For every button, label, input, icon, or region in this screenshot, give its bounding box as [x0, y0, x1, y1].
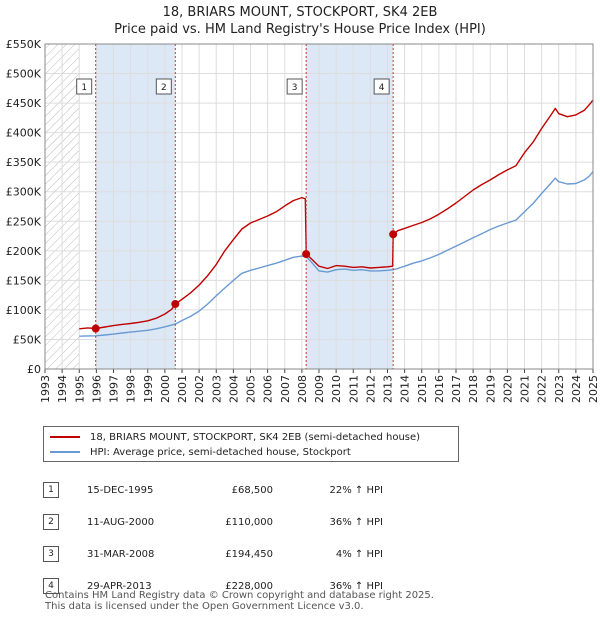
x-tick-label: 2022 — [536, 375, 549, 403]
sale-markers: 1 2 3 4 — [76, 44, 398, 369]
sale-date: 11-AUG-2000 — [87, 516, 155, 528]
price-chart: 1 2 3 4 £0 £50K £100K £150K £200K £250K £300K £350… — [6, 38, 600, 403]
y-tick-label: £200K — [6, 245, 42, 258]
series-line-hpi — [79, 171, 594, 337]
sale-label-box — [76, 78, 93, 95]
footer-line-1: Contains HM Land Registry data © Crown c… — [45, 590, 434, 601]
y-tick-label: £350K — [6, 156, 42, 169]
sale-hpi-diff: 36% ↑ HPI — [329, 580, 383, 592]
x-tick-label: 2015 — [416, 375, 429, 403]
table-row: 1 15-DEC-1995 £68,500 22% ↑ HPI — [43, 474, 383, 506]
sale-date: 31-MAR-2008 — [87, 548, 155, 560]
x-tick-label: 2001 — [176, 375, 189, 403]
sale-number-badge: 4 — [43, 578, 59, 594]
sale-hpi-diff: 4% ↑ HPI — [335, 548, 383, 560]
sale-number-badge: 2 — [43, 514, 59, 530]
x-tick-label: 2009 — [313, 375, 326, 403]
x-tick-label: 1996 — [90, 375, 103, 403]
sale-date: 29-APR-2013 — [87, 580, 152, 592]
x-tick-label: 2025 — [587, 375, 600, 403]
shaded-band — [306, 44, 394, 369]
sales-table: 1 15-DEC-1995 £68,500 22% ↑ HPI 2 11-AUG… — [43, 474, 383, 602]
sale-label-number: 4 — [379, 83, 385, 93]
x-tick-label: 2010 — [330, 375, 343, 403]
x-tick-label: 2004 — [227, 375, 240, 403]
sale-point — [302, 250, 311, 259]
sale-date: 15-DEC-1995 — [87, 484, 154, 496]
series-line-property — [79, 99, 594, 330]
x-tick-label: 2020 — [501, 375, 514, 403]
y-tick-label: £0 — [27, 363, 41, 376]
axes: £0 £50K £100K £150K £200K £250K £300K £350K £400… — [6, 38, 600, 403]
chart-title-text: 18, BRIARS MOUNT, STOCKPORT, SK4 2EB — [162, 5, 438, 20]
x-tick-label: 2016 — [433, 375, 446, 403]
x-tick-label: 2002 — [193, 375, 206, 403]
series-lines — [79, 99, 594, 337]
sale-price: £110,000 — [225, 516, 273, 528]
sale-label-box — [155, 78, 172, 95]
chart-subtitle: Price paid vs. HM Land Registry's House … — [114, 22, 486, 37]
sale-price: £194,450 — [225, 548, 273, 560]
x-tick-label: 2012 — [364, 375, 377, 403]
sale-hpi-diff: 36% ↑ HPI — [329, 516, 383, 528]
footer: Contains HM Land Registry data © Crown c… — [45, 590, 434, 612]
y-tick-label: £550K — [6, 38, 42, 51]
x-tick-label: 1999 — [142, 375, 155, 403]
x-tick-label: 2007 — [279, 375, 292, 403]
y-tick-label: £500K — [6, 68, 42, 81]
y-tick-label: £150K — [6, 274, 42, 287]
x-tick-label: 2019 — [484, 375, 497, 403]
x-tick-label: 2013 — [382, 375, 395, 403]
sale-price: £68,500 — [231, 484, 273, 496]
x-tick-label: 2003 — [210, 375, 223, 403]
table-row: 2 11-AUG-2000 £110,000 36% ↑ HPI — [43, 506, 383, 538]
x-tick-label: 2023 — [553, 375, 566, 403]
sale-label-number: 2 — [161, 83, 167, 93]
y-tick-label: £400K — [6, 127, 42, 140]
x-tick-label: 2017 — [450, 375, 463, 403]
x-tick-label: 2014 — [399, 375, 412, 403]
y-tick-label: £300K — [6, 186, 42, 199]
y-tick-label: £450K — [6, 97, 42, 110]
sale-price: £228,000 — [225, 580, 273, 592]
table-row: 3 31-MAR-2008 £194,450 4% ↑ HPI — [43, 538, 383, 570]
x-tick-label: 1993 — [39, 375, 52, 403]
sale-number-badge: 3 — [43, 546, 59, 562]
y-tick-label: £50K — [13, 333, 42, 346]
x-tick-label: 2021 — [519, 375, 532, 403]
sale-label-number: 3 — [292, 83, 298, 93]
legend-swatch-blue — [50, 451, 80, 453]
x-tick-label: 2018 — [467, 375, 480, 403]
legend-label-hpi: HPI: Average price, semi-detached house,… — [90, 446, 351, 458]
x-tick-label: 1998 — [125, 375, 138, 403]
sale-hpi-diff: 22% ↑ HPI — [329, 484, 383, 496]
x-tick-label: 2006 — [262, 375, 275, 403]
legend-item-property: 18, BRIARS MOUNT, STOCKPORT, SK4 2EB (se… — [50, 430, 420, 444]
sale-label-box — [286, 78, 303, 95]
sale-number-badge: 1 — [43, 482, 59, 498]
legend-label-property: 18, BRIARS MOUNT, STOCKPORT, SK4 2EB (se… — [90, 431, 421, 443]
table-row: 4 29-APR-2013 £228,000 36% ↑ HPI — [43, 570, 383, 602]
x-tick-label: 2005 — [245, 375, 258, 403]
legend: 18, BRIARS MOUNT, STOCKPORT, SK4 2EB (se… — [43, 426, 459, 462]
sale-point — [91, 324, 100, 333]
sale-point — [389, 230, 398, 239]
sale-label-box — [373, 78, 390, 95]
sale-label-number: 1 — [81, 83, 87, 93]
y-tick-label: £100K — [6, 304, 42, 317]
sale-point — [171, 300, 180, 308]
x-tick-label: 1994 — [56, 375, 69, 403]
x-tick-label: 2011 — [347, 375, 360, 403]
x-tick-label: 2008 — [296, 375, 309, 403]
chart-title: 18, BRIARS MOUNT, STOCKPORT, SK4 2EB Pri… — [0, 4, 600, 38]
footer-line-2: This data is licensed under the Open Gov… — [45, 601, 364, 612]
x-tick-label: 1995 — [73, 375, 86, 403]
x-tick-label: 2024 — [570, 375, 583, 403]
legend-item-hpi: HPI: Average price, semi-detached house,… — [50, 445, 351, 459]
x-tick-label: 1997 — [108, 375, 121, 403]
x-tick-label: 2000 — [159, 375, 172, 403]
legend-swatch-red — [50, 436, 80, 438]
plot-frame — [44, 43, 594, 370]
y-tick-label: £250K — [6, 215, 42, 228]
